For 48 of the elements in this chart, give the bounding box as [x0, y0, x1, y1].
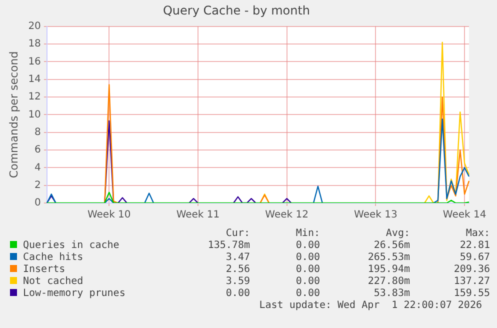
y-tick-label: 4 — [34, 162, 41, 174]
text: 0.00 — [294, 288, 320, 300]
text: Max: — [464, 228, 490, 240]
text: 159.55 — [452, 288, 490, 300]
y-tick-label: 20 — [28, 20, 41, 32]
legend-label: Not cached — [22, 276, 84, 288]
y-tick-label: 12 — [28, 92, 41, 103]
text: 3.47 — [224, 252, 250, 264]
x-tick-label: Week 10 — [87, 210, 131, 221]
text: 0.00 — [294, 252, 320, 264]
y-tick-label: 18 — [28, 38, 41, 50]
x-tick-label: Week 12 — [265, 210, 308, 221]
legend-label: Queries in cache — [22, 240, 120, 252]
x-tick-label: Week 14 — [442, 210, 486, 221]
text: 0.00 — [294, 276, 320, 288]
legend-label: Inserts — [22, 264, 66, 276]
text: 195.94m — [366, 264, 410, 276]
text: Avg: — [384, 228, 410, 240]
y-axis-title: Commands per second — [7, 51, 20, 178]
text: 135.78m — [206, 240, 250, 252]
text: 22.81 — [458, 240, 490, 252]
text: 26.56m — [372, 240, 410, 252]
text: 227.80m — [366, 276, 410, 288]
text: 59.67 — [458, 252, 490, 264]
text: 0.00 — [294, 264, 320, 276]
text: 0.00 — [224, 288, 250, 300]
text: 265.53m — [366, 252, 410, 264]
legend-label: Low-memory prunes — [22, 288, 126, 300]
y-tick-label: 10 — [28, 109, 41, 120]
text: 2.56 — [224, 264, 250, 276]
text: Min: — [294, 228, 320, 240]
x-tick-label: Week 13 — [354, 210, 398, 221]
x-tick-label: Week 11 — [176, 210, 220, 221]
text: 3.59 — [224, 276, 250, 288]
text: 209.36 — [452, 264, 490, 276]
legend-label: Cache hits — [22, 252, 84, 264]
y-tick-label: 14 — [28, 74, 41, 85]
y-tick-label: 2 — [34, 180, 41, 191]
y-tick-label: 16 — [28, 56, 41, 68]
text: 53.83m — [372, 288, 410, 300]
y-tick-label: 0 — [34, 198, 41, 209]
y-tick-label: 6 — [34, 144, 41, 156]
text: 137.27 — [452, 276, 490, 288]
text: Last update: Wed Apr 1 22:00:07 2026 — [259, 300, 482, 311]
text: Cur: — [224, 228, 250, 240]
y-tick-label: 8 — [34, 126, 41, 138]
chart-title: Query Cache - by month — [162, 3, 310, 18]
text: 0.00 — [294, 240, 320, 252]
